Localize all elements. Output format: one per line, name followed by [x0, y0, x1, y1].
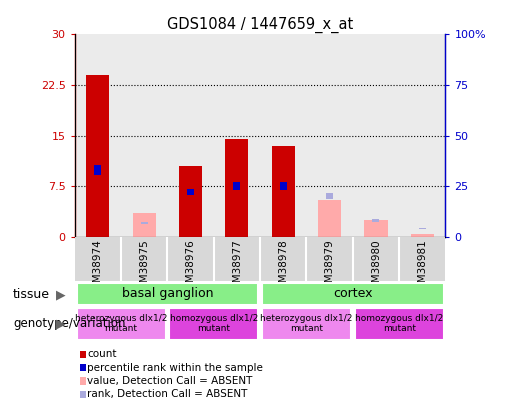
Title: GDS1084 / 1447659_x_at: GDS1084 / 1447659_x_at [167, 17, 353, 33]
Bar [233, 182, 241, 190]
Bar [399, 237, 445, 281]
Bar [77, 308, 165, 340]
Bar [169, 308, 258, 340]
Bar [167, 237, 214, 281]
Text: count: count [87, 350, 117, 359]
Text: cortex: cortex [333, 287, 372, 300]
Bar [372, 220, 380, 222]
Bar [306, 237, 353, 281]
Bar [214, 34, 260, 237]
Bar [353, 34, 399, 237]
Text: value, Detection Call = ABSENT: value, Detection Call = ABSENT [87, 376, 253, 386]
Text: homozygous dlx1/2
mutant: homozygous dlx1/2 mutant [355, 313, 443, 333]
Bar [326, 193, 333, 199]
Bar [364, 220, 387, 237]
Text: tissue: tissue [13, 288, 50, 301]
Text: GSM38977: GSM38977 [232, 239, 242, 296]
Text: homozygous dlx1/2
mutant: homozygous dlx1/2 mutant [169, 313, 258, 333]
Bar [318, 200, 341, 237]
Bar [399, 34, 445, 237]
Bar [121, 34, 167, 237]
Text: heterozygous dlx1/2
mutant: heterozygous dlx1/2 mutant [75, 313, 167, 333]
Bar [260, 34, 306, 237]
Bar [355, 308, 443, 340]
Bar [306, 34, 353, 237]
Text: GSM38980: GSM38980 [371, 239, 381, 296]
Text: ▶: ▶ [56, 288, 65, 301]
Text: ▶: ▶ [56, 318, 65, 330]
Text: rank, Detection Call = ABSENT: rank, Detection Call = ABSENT [87, 390, 248, 399]
Bar [419, 228, 426, 229]
Text: percentile rank within the sample: percentile rank within the sample [87, 363, 263, 373]
Bar [353, 237, 399, 281]
Text: GSM38979: GSM38979 [324, 239, 335, 296]
Bar [121, 237, 167, 281]
Bar [75, 237, 121, 281]
Bar [187, 189, 194, 196]
Text: basal ganglion: basal ganglion [122, 287, 213, 300]
Bar [86, 75, 109, 237]
Text: GSM38975: GSM38975 [139, 239, 149, 296]
Bar [141, 222, 148, 224]
Bar [262, 308, 351, 340]
Bar [272, 146, 295, 237]
Bar [262, 283, 443, 305]
Text: GSM38976: GSM38976 [185, 239, 196, 296]
Bar [77, 283, 258, 305]
Bar [260, 237, 306, 281]
Bar [214, 237, 260, 281]
Text: heterozygous dlx1/2
mutant: heterozygous dlx1/2 mutant [260, 313, 353, 333]
Bar [280, 182, 287, 190]
Text: GSM38978: GSM38978 [278, 239, 288, 296]
Bar [94, 165, 101, 175]
Bar [167, 34, 214, 237]
Bar [75, 34, 121, 237]
Text: GSM38981: GSM38981 [417, 239, 427, 296]
Bar [179, 166, 202, 237]
Text: genotype/variation: genotype/variation [13, 318, 125, 330]
Bar [226, 139, 248, 237]
Text: GSM38974: GSM38974 [93, 239, 103, 296]
Bar [133, 213, 156, 237]
Bar [410, 234, 434, 237]
